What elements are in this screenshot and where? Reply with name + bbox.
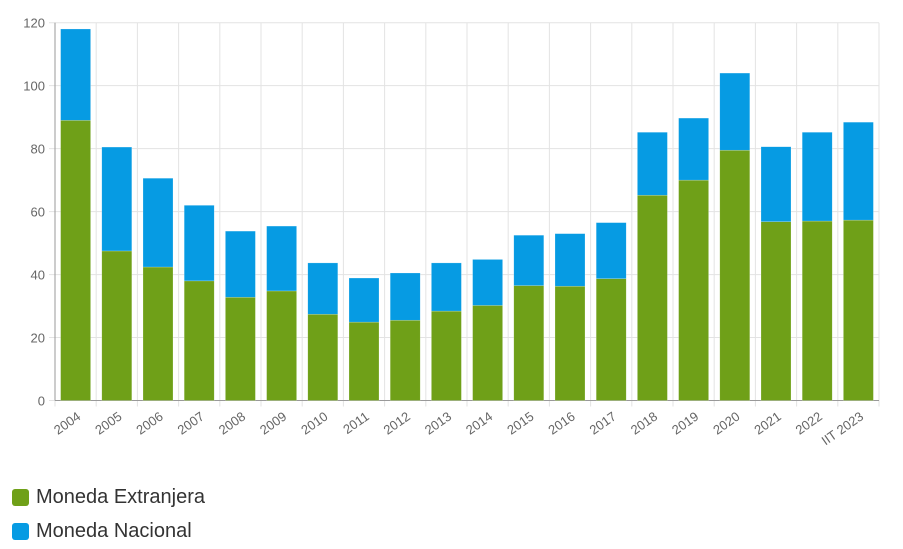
x-tick-label: 2020 <box>710 409 742 438</box>
legend-item-moneda-nacional[interactable]: Moneda Nacional <box>12 514 205 548</box>
y-tick-label: 100 <box>23 79 45 94</box>
bar-moneda-extranjera <box>843 219 874 401</box>
bar-moneda-extranjera <box>637 194 668 401</box>
x-tick-label: 2011 <box>340 409 372 437</box>
stacked-bar-chart: 0 20 40 60 80 100 120 2004 2005 2006 2007 2008 2009 2… <box>23 16 880 449</box>
bar-moneda-nacional <box>554 233 586 287</box>
bar-moneda-extranjera <box>595 278 627 401</box>
bar-moneda-nacional <box>637 132 668 196</box>
bar-moneda-extranjera <box>142 266 174 401</box>
x-tick-label: 2022 <box>793 409 825 438</box>
x-tick-label: 2006 <box>133 409 165 438</box>
bar-moneda-extranjera <box>760 221 792 401</box>
bar-moneda-extranjera <box>719 149 751 401</box>
bar-moneda-nacional <box>801 132 833 222</box>
legend-swatch <box>12 488 29 506</box>
bar-moneda-extranjera <box>554 285 586 401</box>
y-tick-label: 120 <box>23 16 45 31</box>
y-tick-label: 40 <box>31 268 45 283</box>
bar-moneda-extranjera <box>183 280 215 401</box>
bar-moneda-nacional <box>678 117 709 181</box>
legend-label: Moneda Extranjera <box>36 485 205 508</box>
x-tick-label: 2008 <box>216 409 248 438</box>
bar-moneda-extranjera <box>101 250 133 401</box>
x-tick-label: 2014 <box>463 409 495 438</box>
x-tick-label: 2015 <box>504 409 536 438</box>
x-tick-label: 2009 <box>257 409 289 438</box>
x-tick-label: 2007 <box>175 409 207 438</box>
x-tick-label: 2012 <box>381 409 413 438</box>
x-tick-label: 2004 <box>51 409 83 438</box>
bar-moneda-nacional <box>843 121 874 221</box>
bar-moneda-nacional <box>389 272 421 321</box>
bar-moneda-nacional <box>101 146 133 252</box>
y-tick-label: 60 <box>31 205 45 220</box>
y-tick-label: 0 <box>38 394 45 409</box>
bar-moneda-extranjera <box>307 313 339 401</box>
legend: Moneda Extranjera Moneda Nacional <box>12 480 205 548</box>
bar-moneda-nacional <box>266 225 297 292</box>
bar-moneda-nacional <box>719 72 751 151</box>
y-tick-label: 20 <box>31 331 45 346</box>
x-tick-label: 2005 <box>92 409 124 438</box>
bar-moneda-extranjera <box>801 220 833 401</box>
bar-moneda-extranjera <box>389 319 421 401</box>
bar-moneda-nacional <box>472 259 503 306</box>
bar-moneda-extranjera <box>60 120 91 401</box>
bar-moneda-extranjera <box>348 321 380 401</box>
bar-moneda-extranjera <box>431 310 462 401</box>
bar-moneda-extranjera <box>472 305 503 401</box>
bar-moneda-nacional <box>183 205 215 282</box>
bar-moneda-nacional <box>60 28 91 121</box>
bar-moneda-nacional <box>760 146 792 222</box>
bar-moneda-extranjera <box>225 296 256 401</box>
bar-moneda-nacional <box>142 177 174 268</box>
bar-moneda-nacional <box>307 262 339 315</box>
y-tick-label: 80 <box>31 142 45 157</box>
bar-moneda-nacional <box>348 277 380 323</box>
x-tick-label: 2016 <box>545 409 577 438</box>
x-tick-label: 2017 <box>587 409 619 438</box>
bar-moneda-extranjera <box>513 285 545 401</box>
x-tick-label: 2021 <box>751 409 783 438</box>
bar-moneda-nacional <box>431 262 462 312</box>
legend-swatch <box>12 522 29 540</box>
bar-moneda-extranjera <box>678 179 709 401</box>
x-tick-label: 2018 <box>628 409 660 438</box>
bar-moneda-nacional <box>225 230 256 298</box>
legend-item-moneda-extranjera[interactable]: Moneda Extranjera <box>12 480 205 514</box>
bar-moneda-nacional <box>595 222 627 279</box>
x-tick-label: IIT 2023 <box>819 409 866 449</box>
x-tick-label: 2019 <box>669 409 701 438</box>
bar-moneda-nacional <box>513 234 545 286</box>
bar-moneda-extranjera <box>266 290 297 401</box>
legend-label: Moneda Nacional <box>36 519 192 542</box>
x-tick-label: 2013 <box>422 409 454 438</box>
x-tick-label: 2010 <box>298 409 330 438</box>
